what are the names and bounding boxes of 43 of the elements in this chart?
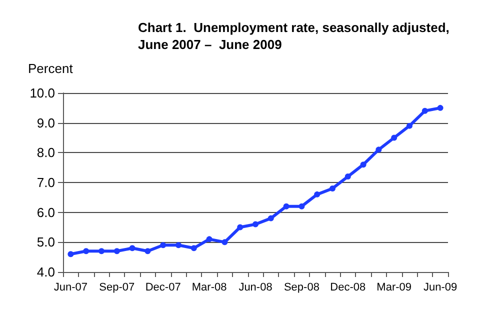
point (206, 236, 212, 242)
point (391, 134, 398, 141)
y-tick-label: 8.0 (36, 145, 55, 160)
point (344, 174, 351, 180)
x-tick-label: Jun-09 (423, 282, 458, 294)
point (176, 242, 182, 248)
point (129, 245, 136, 252)
x-tick-label: Sep-08 (284, 282, 320, 294)
y-tick-label: 4.0 (36, 264, 55, 280)
point (190, 245, 197, 252)
point (68, 251, 74, 258)
point (360, 162, 366, 168)
x-tick-label: Jun-08 (238, 282, 272, 294)
y-tick-label: 9.0 (36, 115, 55, 130)
point (314, 191, 320, 198)
x-tick-label: Jun-07 (54, 282, 88, 294)
x-tick-label: Dec-07 (145, 282, 181, 294)
y-axis-title: Percent (28, 61, 74, 76)
point (237, 224, 244, 230)
y-tick-label: 6.0 (36, 204, 55, 220)
point (422, 108, 428, 114)
point (298, 203, 305, 210)
y-tick-label: 10.0 (30, 86, 55, 100)
chart-title: Chart 1. Unemployment rate, seasonally adjusted, June 2007 – June 2009 (138, 20, 450, 52)
point (222, 239, 228, 246)
y-tick-label: 5.0 (36, 234, 55, 250)
point (376, 146, 382, 153)
point (330, 185, 336, 192)
x-tick-label: Mar-08 (192, 282, 227, 294)
y-tick-label: 7.0 (36, 175, 55, 190)
point (83, 248, 90, 254)
x-tick-label: Dec-08 (330, 282, 366, 294)
x-tick-label: Mar-09 (376, 282, 412, 294)
point (268, 215, 274, 222)
point (437, 104, 444, 111)
point (252, 221, 258, 228)
point (160, 242, 166, 248)
point (98, 248, 104, 254)
point (114, 248, 120, 254)
x-tick-label: Sep-07 (99, 282, 135, 294)
point (406, 122, 412, 129)
point (144, 248, 151, 254)
point (283, 203, 290, 210)
